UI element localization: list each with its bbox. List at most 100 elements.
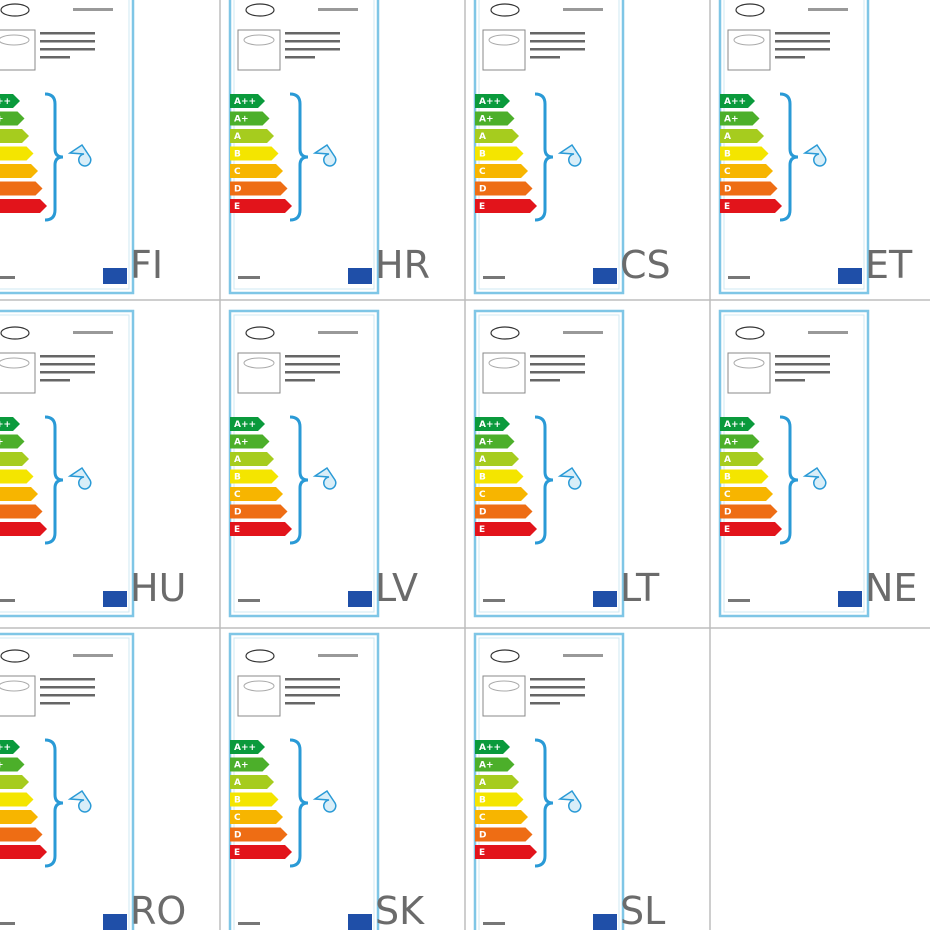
energy-class-letter: A+ — [479, 115, 494, 125]
energy-class-letter: C — [479, 490, 486, 500]
regulation-text — [0, 922, 15, 925]
energy-class-arrow — [0, 810, 38, 824]
class-bracket — [779, 415, 799, 545]
description-line — [285, 363, 340, 366]
energy-class-letter: A+ — [479, 438, 494, 448]
brand-logo — [245, 649, 275, 663]
lamp-icon — [557, 143, 582, 167]
energy-class-arrow — [475, 452, 519, 466]
eu-flag — [838, 591, 862, 607]
lamp-icon — [557, 789, 582, 813]
energy-class-arrow — [230, 522, 292, 536]
energy-class-arrow — [475, 522, 537, 536]
lamp-icon — [312, 466, 337, 490]
energy-class-arrow — [720, 164, 773, 178]
energy-class-arrow — [475, 434, 515, 449]
energy-class-arrow — [720, 129, 764, 143]
regulation-text — [483, 922, 505, 925]
model-number — [808, 8, 848, 11]
lamp-shade — [0, 680, 30, 692]
energy-class-letter: E — [724, 525, 730, 535]
description-line — [530, 379, 560, 382]
energy-class-letter: A++ — [0, 97, 11, 107]
energy-class-arrow — [0, 522, 47, 536]
lamp-box — [727, 29, 771, 71]
energy-class-letter: A++ — [479, 743, 501, 753]
energy-class-arrow — [230, 810, 283, 824]
energy-class-arrow — [475, 469, 524, 484]
lamp-shade — [243, 34, 275, 46]
class-bracket — [534, 738, 554, 868]
energy-class-arrow — [230, 111, 270, 126]
energy-class-arrow — [230, 827, 288, 842]
lamp-box — [237, 29, 281, 71]
energy-class-letter: B — [479, 473, 486, 483]
country-code: LT — [620, 566, 660, 610]
lamp-shade — [0, 357, 30, 369]
energy-class-arrow — [475, 164, 528, 178]
energy-class-arrow — [720, 487, 773, 501]
energy-class-letter: A+ — [234, 761, 249, 771]
description-line — [40, 40, 95, 43]
energy-class-letter: D — [479, 508, 486, 518]
energy-class-letter: C — [234, 813, 241, 823]
energy-class-arrow — [230, 452, 274, 466]
energy-class-letter: A+ — [234, 438, 249, 448]
eu-flag — [593, 591, 617, 607]
energy-class-arrow — [230, 487, 283, 501]
lamp-shade — [0, 34, 30, 46]
energy-class-arrow — [230, 417, 265, 431]
energy-class-arrow — [230, 469, 279, 484]
energy-label-panel: A++A+ABCDEFI — [0, 0, 163, 295]
energy-class-arrow — [0, 434, 25, 449]
description-line — [285, 678, 340, 681]
energy-class-letter: D — [479, 185, 486, 195]
description-line — [530, 40, 585, 43]
energy-class-letter: D — [234, 831, 241, 841]
class-bracket — [44, 415, 64, 545]
energy-class-letter: A+ — [724, 438, 739, 448]
brand-logo — [0, 649, 30, 663]
class-bracket — [289, 738, 309, 868]
lamp-box — [482, 29, 526, 71]
energy-class-arrow — [475, 827, 533, 842]
brand-logo — [490, 3, 520, 17]
eu-flag — [593, 268, 617, 284]
energy-class-arrow — [0, 469, 34, 484]
eu-flag — [348, 268, 372, 284]
energy-class-arrow — [475, 199, 537, 213]
class-bracket — [44, 92, 64, 222]
energy-class-arrow — [0, 845, 47, 859]
description-line — [285, 32, 340, 35]
energy-class-arrow — [475, 504, 533, 519]
description-line — [285, 355, 340, 358]
energy-class-arrow — [230, 129, 274, 143]
description-line — [40, 694, 95, 697]
model-number — [318, 8, 358, 11]
regulation-text — [483, 276, 505, 279]
eu-flag — [838, 268, 862, 284]
description-line — [40, 702, 70, 705]
energy-class-letter: B — [724, 150, 731, 160]
brand-logo — [735, 3, 765, 17]
energy-class-arrow — [720, 111, 760, 126]
energy-class-arrow — [0, 94, 20, 108]
energy-class-letter: A++ — [479, 97, 501, 107]
lamp-shade — [488, 357, 520, 369]
energy-class-arrow — [720, 504, 778, 519]
model-number — [73, 8, 113, 11]
energy-class-arrow — [0, 199, 47, 213]
energy-class-arrow — [475, 792, 524, 807]
lamp-icon — [312, 143, 337, 167]
energy-class-arrow — [0, 487, 38, 501]
lamp-shade — [733, 34, 765, 46]
energy-class-letter: B — [479, 150, 486, 160]
description-line — [775, 40, 830, 43]
description-line — [40, 686, 95, 689]
energy-class-letter: A++ — [234, 743, 256, 753]
energy-class-letter: A+ — [0, 438, 4, 448]
